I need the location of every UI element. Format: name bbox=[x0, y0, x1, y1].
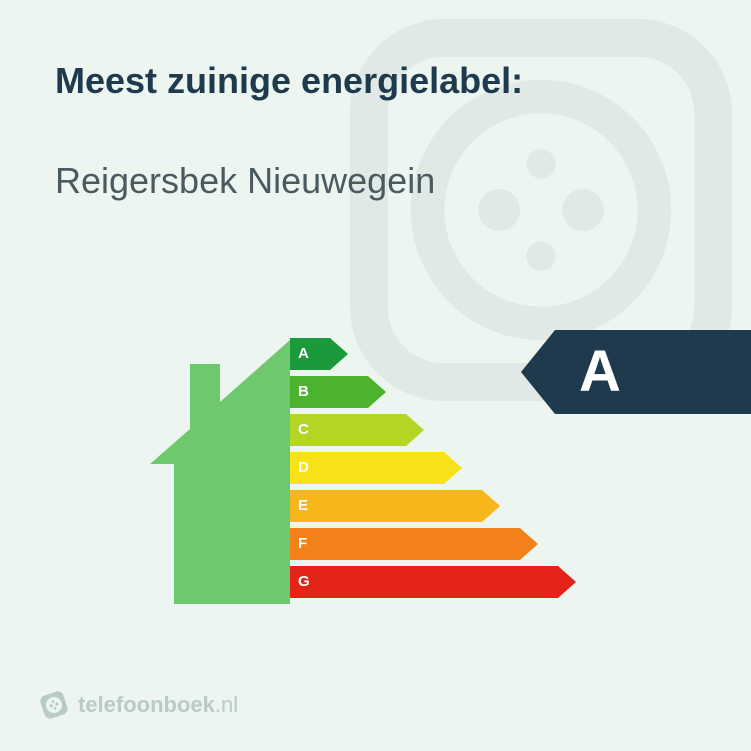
energy-bar-arrow bbox=[406, 414, 424, 446]
rating-badge: A bbox=[521, 330, 751, 414]
energy-bar-arrow bbox=[330, 338, 348, 370]
page-title: Meest zuinige energielabel: bbox=[55, 60, 523, 102]
energy-bar-label: F bbox=[298, 528, 307, 560]
footer-logo-icon bbox=[40, 691, 68, 719]
energy-bar-body bbox=[290, 566, 558, 598]
energy-bar-body bbox=[290, 338, 330, 370]
energy-bar-label: C bbox=[298, 414, 309, 446]
energy-bar-arrow bbox=[444, 452, 462, 484]
rating-badge-notch bbox=[521, 330, 555, 414]
footer-brand-thin: .nl bbox=[215, 692, 238, 717]
energy-bar-label: G bbox=[298, 566, 310, 598]
energy-bar-arrow bbox=[482, 490, 500, 522]
infographic-canvas: Meest zuinige energielabel: Reigersbek N… bbox=[0, 0, 751, 751]
energy-bar-arrow bbox=[558, 566, 576, 598]
energy-bar-label: D bbox=[298, 452, 309, 484]
page-subtitle: Reigersbek Nieuwegein bbox=[55, 160, 435, 202]
energy-bar-label: A bbox=[298, 338, 309, 370]
footer-brand: telefoonboek.nl bbox=[78, 692, 238, 718]
energy-bar-body bbox=[290, 452, 444, 484]
energy-bar-body bbox=[290, 528, 520, 560]
energy-bar-body bbox=[290, 490, 482, 522]
energy-bar-arrow bbox=[368, 376, 386, 408]
energy-bar-label: B bbox=[298, 376, 309, 408]
energy-bar-label: E bbox=[298, 490, 308, 522]
footer-brand-bold: telefoonboek bbox=[78, 692, 215, 717]
footer: telefoonboek.nl bbox=[40, 691, 238, 719]
rating-badge-letter: A bbox=[579, 330, 621, 414]
house-icon bbox=[150, 340, 290, 604]
energy-bar-arrow bbox=[520, 528, 538, 560]
